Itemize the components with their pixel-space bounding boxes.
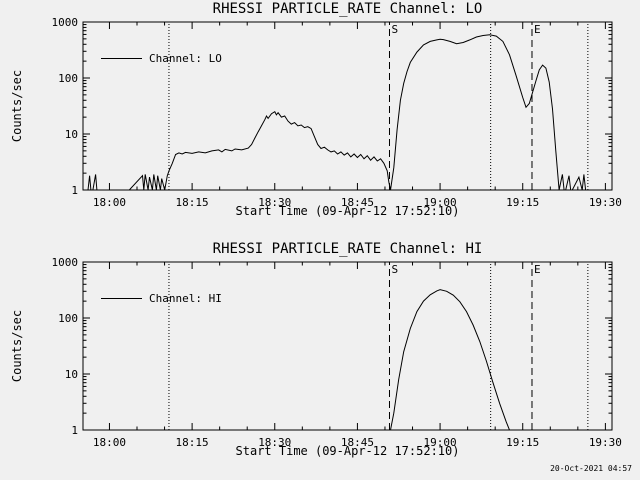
hi-chart-title: RHESSI PARTICLE_RATE Channel: HI [212, 241, 483, 257]
svg-text:19:30: 19:30 [589, 196, 622, 209]
svg-text:1: 1 [71, 424, 78, 437]
svg-text:10: 10 [65, 128, 78, 141]
lo-chart-title: RHESSI PARTICLE_RATE Channel: LO [212, 1, 483, 17]
lo-y-axis-label: Counts/sec [10, 69, 24, 143]
svg-text:18:45: 18:45 [341, 196, 374, 209]
lo-legend: Channel: LO [101, 52, 222, 65]
svg-text:19:15: 19:15 [506, 436, 539, 449]
lo-legend-label: Channel: LO [149, 52, 222, 65]
svg-text:18:30: 18:30 [258, 196, 291, 209]
lo-plot-canvas: S E 1 10 100 1000 18:00 18:15 18:30 18:45 19:00 19:… [52, 16, 622, 209]
svg-text:18:45: 18:45 [341, 436, 374, 449]
creation-timestamp: 20-Oct-2021 04:57 [550, 464, 632, 473]
svg-text:1000: 1000 [52, 256, 79, 269]
hi-legend-line-sample [101, 298, 142, 299]
hi-x-axis-label: Start Time (09-Apr-12 17:52:10) [235, 444, 460, 458]
hi-legend-label: Channel: HI [149, 292, 222, 305]
lo-rate-chart: S E 1 10 100 1000 18:00 18:15 18:30 18:45 19:00 19:… [10, 1, 622, 218]
hi-y-axis-label: Counts/sec [10, 309, 24, 383]
svg-text:S: S [391, 263, 398, 276]
svg-text:100: 100 [58, 72, 78, 85]
lo-legend-line-sample [101, 58, 142, 59]
svg-text:18:15: 18:15 [176, 196, 209, 209]
svg-text:19:00: 19:00 [424, 436, 457, 449]
svg-text:18:15: 18:15 [176, 436, 209, 449]
svg-text:E: E [534, 23, 541, 36]
svg-text:1: 1 [71, 184, 78, 197]
svg-text:S: S [391, 23, 398, 36]
svg-text:10: 10 [65, 368, 78, 381]
svg-text:18:00: 18:00 [93, 196, 126, 209]
hi-rate-chart: S E 1 10 100 1000 18:00 18:15 18:30 18:45 19:00 19:… [0, 240, 640, 480]
hi-plot-canvas: S E 1 10 100 1000 18:00 18:15 18:30 18:45 19:00 19:… [52, 256, 622, 449]
lo-x-axis-label: Start Time (09-Apr-12 17:52:10) [235, 204, 460, 218]
svg-text:E: E [534, 263, 541, 276]
svg-text:19:15: 19:15 [506, 196, 539, 209]
svg-text:18:00: 18:00 [93, 436, 126, 449]
svg-text:19:00: 19:00 [424, 196, 457, 209]
svg-text:18:30: 18:30 [258, 436, 291, 449]
svg-text:100: 100 [58, 312, 78, 325]
svg-text:19:30: 19:30 [589, 436, 622, 449]
hi-legend: Channel: HI [101, 292, 222, 305]
svg-text:1000: 1000 [52, 16, 79, 29]
